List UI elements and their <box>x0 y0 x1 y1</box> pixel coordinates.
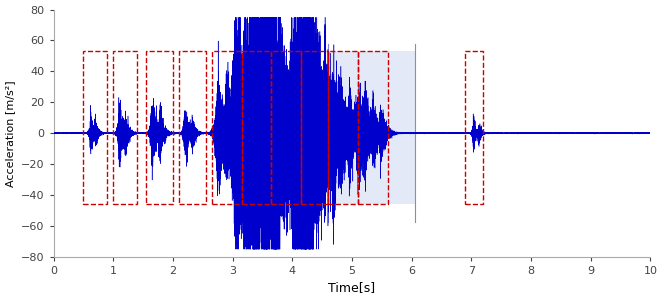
Bar <box>358 51 388 204</box>
Y-axis label: Acceleration [m/s²]: Acceleration [m/s²] <box>5 80 15 187</box>
Bar <box>328 51 358 204</box>
Bar <box>146 51 173 204</box>
Bar <box>301 51 328 204</box>
Bar <box>328 51 414 204</box>
Bar <box>241 51 271 204</box>
Bar <box>211 51 241 204</box>
Bar <box>465 51 483 204</box>
X-axis label: Time[s]: Time[s] <box>328 281 376 294</box>
Bar <box>271 51 301 204</box>
Bar <box>113 51 137 204</box>
Bar <box>179 51 206 204</box>
Bar <box>84 51 107 204</box>
